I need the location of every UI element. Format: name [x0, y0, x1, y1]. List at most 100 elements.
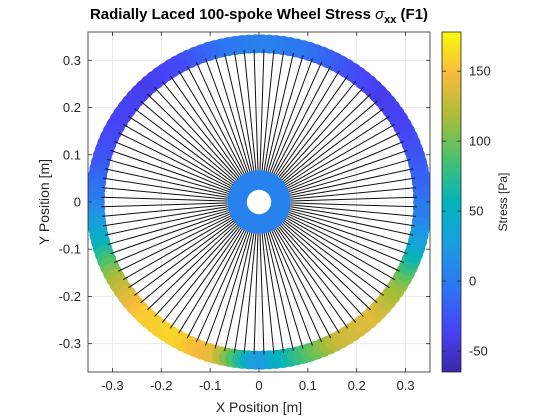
spoke-line: [289, 158, 411, 194]
spoke-line: [104, 208, 229, 236]
spoke-line: [107, 158, 229, 194]
spoke-line: [269, 230, 313, 346]
colorbar-tick-label: -50: [469, 344, 488, 359]
plot-layer: [88, 34, 430, 370]
spoke-line: [281, 93, 371, 181]
y-tick-label: -0.2: [59, 289, 81, 304]
spoke-line: [274, 228, 340, 334]
spoke-line: [154, 87, 239, 180]
spoke-line: [265, 231, 294, 351]
spoke-line: [276, 75, 349, 177]
spoke-line: [286, 217, 396, 281]
spoke-line: [274, 70, 340, 176]
spoke-line: [286, 123, 396, 187]
spoke-line: [178, 228, 244, 334]
x-axis-label: X Position [m]: [216, 399, 302, 415]
spoke-line: [178, 70, 244, 176]
colorbar: [441, 31, 462, 373]
spoke-line: [253, 49, 259, 172]
spoke-line: [271, 229, 323, 343]
spoke-line: [128, 115, 234, 186]
spoke-line: [140, 100, 236, 183]
rim-markers: [88, 34, 430, 370]
spoke-line: [290, 206, 415, 227]
spoke-line: [278, 81, 357, 179]
spoke-line: [267, 231, 304, 349]
spoke-line: [214, 55, 251, 173]
spoke-line: [289, 208, 414, 236]
rim-marker: [413, 199, 430, 219]
colorbar-tick-label: 150: [469, 64, 491, 79]
x-tick-label: -0.1: [199, 378, 221, 393]
y-tick-label: 0.3: [63, 53, 81, 68]
spoke-line: [118, 132, 231, 189]
y-tick-label: 0.2: [63, 100, 81, 115]
x-tick-label: 0.1: [299, 378, 317, 393]
spoke-line: [271, 61, 323, 175]
hub: [227, 170, 291, 234]
y-tick-label: 0.1: [63, 147, 81, 162]
spoke-line: [278, 225, 357, 323]
spoke-line: [134, 220, 235, 296]
spoke-line: [104, 168, 229, 196]
spoke-line: [287, 132, 400, 189]
y-tick-label: 0: [74, 195, 81, 210]
spoke-line: [140, 221, 236, 304]
spoke-line: [101, 202, 228, 208]
spoke-line: [134, 108, 235, 184]
spoke-line: [284, 218, 390, 289]
spoke-line: [113, 213, 231, 264]
spoke-line: [272, 229, 332, 339]
spoke-line: [265, 53, 294, 173]
spoke-line: [290, 202, 417, 208]
spoke-lines: [101, 49, 417, 355]
spoke-line: [288, 211, 408, 255]
colorbar-tick-label: 100: [469, 134, 491, 149]
x-tick-label: -0.3: [101, 378, 123, 393]
spoke-line: [107, 210, 229, 246]
spoke-line: [103, 177, 228, 198]
spoke-line: [287, 140, 405, 191]
spoke-line: [147, 93, 237, 181]
x-axis-ticks: -0.3 -0.2 -0.1 0 0.1 0.2 0.3: [101, 32, 415, 393]
spoke-line: [233, 232, 255, 353]
spoke-line: [205, 230, 249, 346]
spoke-line: [281, 223, 371, 311]
spoke-line: [261, 50, 275, 172]
colorbar-tick-label: 0: [469, 274, 476, 289]
spoke-line: [195, 229, 247, 343]
spoke-line: [122, 123, 232, 187]
y-axis-ticks: -0.3 -0.2 -0.1 0 0.1 0.2 0.3: [59, 53, 430, 351]
spoke-line: [289, 210, 411, 246]
spoke-line: [128, 218, 234, 289]
colorbar-ticks: -50 0 50 100 150: [442, 64, 491, 359]
spoke-line: [195, 61, 247, 175]
chart-title: Radially Laced 100-spoke Wheel Stress σx…: [90, 6, 428, 26]
spoke-line: [279, 87, 364, 180]
x-tick-label: -0.2: [150, 378, 172, 393]
spoke-line: [283, 108, 384, 184]
x-tick-label: 0: [255, 378, 262, 393]
spoke-line: [224, 53, 253, 173]
spoke-line: [113, 140, 231, 191]
spoke-line: [282, 221, 378, 304]
colorbar-label: Stress [Pa]: [496, 173, 510, 232]
x-tick-label: 0.2: [348, 378, 366, 393]
spoke-line: [287, 215, 400, 272]
spoke-line: [147, 223, 237, 311]
spoke-line: [161, 225, 240, 323]
y-tick-label: -0.1: [59, 242, 81, 257]
spoke-line: [276, 227, 349, 329]
y-axis-label: Y Position [m]: [36, 159, 52, 245]
spoke-line: [161, 81, 240, 179]
spoke-line: [169, 75, 242, 177]
spoke-line: [205, 58, 249, 174]
spoke-line: [287, 213, 405, 264]
spoke-line: [122, 217, 232, 281]
spoke-line: [259, 49, 265, 172]
spoke-line: [186, 229, 246, 339]
x-tick-label: 0.3: [397, 378, 415, 393]
spoke-line: [169, 227, 242, 329]
spoke-line: [186, 65, 246, 175]
spoke-line: [259, 232, 265, 355]
